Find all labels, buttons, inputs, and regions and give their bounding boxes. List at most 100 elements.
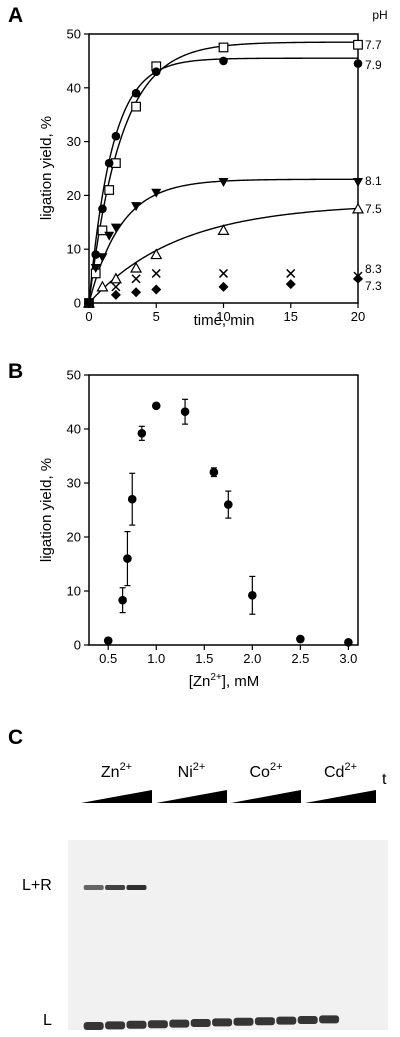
data-point-ph-7-7	[131, 101, 141, 112]
data-point-ph-7-5	[96, 280, 109, 292]
x-tick-label: 10	[216, 309, 230, 324]
substrate-band-lane-7	[212, 1018, 233, 1027]
ion-header-ni: Ni2+	[178, 761, 206, 781]
data-point-ph-7-3	[84, 298, 94, 308]
data-point-ph-8-3	[111, 282, 121, 292]
y-tick-label: 0	[74, 296, 81, 311]
x-tick-label: 1.0	[147, 651, 165, 666]
ion-symbol: Cd	[324, 764, 344, 781]
data-point	[127, 494, 137, 504]
substrate-band-lane-4	[147, 1020, 168, 1029]
product-band-lane-3	[126, 885, 147, 890]
y-tick-label: 10	[67, 584, 81, 599]
data-point-ph-8-3	[218, 268, 229, 278]
substrate-band-lane-12	[319, 1015, 340, 1024]
gel-substrate-label: L	[43, 1012, 52, 1029]
y-tick-label: 0	[74, 638, 81, 653]
panel-letter-b: B	[8, 360, 23, 383]
chart-b-x-axis-title: [Zn2+], mM	[189, 672, 260, 690]
time-wedge-ni	[156, 790, 227, 803]
data-point-ph-7-9	[91, 250, 101, 259]
chart-a-ph-labels: 7.7 7.9 8.1 7.5 8.3 7.3	[365, 38, 382, 293]
data-point-ph-7-9	[98, 204, 107, 214]
data-point-ph-8-3	[131, 274, 141, 284]
data-point-ph-7-5	[130, 261, 143, 273]
data-point-ph-8-1	[353, 177, 363, 187]
chart-b-x-ticks: 0.5 1.0 1.5 2.0 2.5 3.0	[99, 645, 357, 666]
data-point-ph-7-5	[351, 202, 365, 214]
data-point	[123, 554, 132, 563]
data-point-ph-7-3	[285, 279, 296, 290]
gel-time-label: t	[382, 771, 387, 788]
data-point-ph-7-3	[218, 281, 229, 292]
ion-header-zn: Zn2+	[101, 761, 132, 781]
data-point-ph-7-3	[110, 289, 121, 300]
gel-panel: Zn2+ Ni2+ Co2+ Cd2+ t L+R L	[22, 761, 388, 1030]
x-tick-label: 15	[284, 309, 298, 324]
data-point-ph-8-1	[218, 177, 229, 187]
chart-b-y-ticks: 0 10 20 30 40 50	[67, 368, 89, 653]
data-point-ph-7-9	[131, 88, 141, 98]
substrate-band-lane-5	[169, 1019, 190, 1028]
x-tick-label: 2.5	[291, 651, 309, 666]
data-point-ph-7-9	[104, 158, 114, 168]
data-point	[296, 634, 305, 644]
substrate-band-lane-1	[83, 1022, 104, 1030]
data-point-ph-7-9	[111, 131, 121, 141]
gel-ion-headers: Zn2+ Ni2+ Co2+ Cd2+	[101, 761, 357, 781]
data-point	[151, 401, 161, 411]
data-point-ph-8-1	[151, 188, 162, 198]
chart-a-fit-curves	[88, 41, 359, 304]
chart-b-points	[103, 398, 353, 647]
ion-symbol: Zn	[101, 764, 120, 781]
panel-letter-c: C	[8, 726, 23, 749]
chart-b-y-axis-title: ligation yield, %	[38, 458, 55, 562]
data-point-ph-8-3	[286, 268, 296, 278]
panel-letter-a: A	[8, 4, 23, 27]
data-point-ph-7-9	[219, 56, 228, 66]
y-tick-label: 20	[67, 530, 81, 545]
chart-b: 0 10 20 30 40 50 0.5 1.0 1.5 2.0 2.5 3.0 [Zn2+], m…	[38, 368, 359, 690]
chart-a-x-ticks: 0 5 10 15 20	[85, 303, 365, 324]
data-point-ph-8-1	[90, 264, 101, 274]
gel-bands	[83, 885, 340, 1030]
time-wedge-zn	[81, 790, 152, 803]
gel-product-label: L+R	[22, 877, 52, 894]
data-point-ph-7-7	[97, 225, 108, 236]
data-point-ph-7-3	[151, 284, 162, 295]
x-tick-label: 2.0	[243, 651, 261, 666]
data-point	[118, 595, 127, 605]
chart-b-x-axis-title-end: ], mM	[222, 673, 260, 690]
data-point-ph-7-7	[218, 42, 229, 53]
data-point	[224, 500, 233, 509]
gel-time-wedges	[81, 790, 376, 803]
data-point	[209, 467, 219, 477]
y-tick-label: 50	[67, 27, 81, 42]
chart-a-x-axis-title: time, min	[194, 312, 255, 329]
y-tick-label: 10	[67, 242, 81, 257]
data-point-ph-8-1	[110, 223, 121, 233]
y-tick-label: 40	[67, 80, 81, 95]
substrate-band-lane-9	[254, 1017, 275, 1026]
data-point	[344, 638, 353, 647]
ph-label-7-5: 7.5	[365, 202, 382, 216]
substrate-band-lane-10	[276, 1016, 297, 1025]
data-point-ph-7-5	[109, 272, 122, 284]
x-tick-label: 5	[153, 309, 160, 324]
substrate-band-lane-6	[190, 1019, 211, 1027]
chart-a-legend-title: pH	[372, 8, 387, 22]
y-tick-label: 20	[67, 188, 81, 203]
data-point-ph-8-3	[151, 268, 161, 278]
ion-charge: 2+	[344, 761, 357, 773]
ion-symbol: Ni	[178, 764, 193, 781]
data-point	[103, 636, 113, 645]
chart-b-x-axis-title-sup: 2+	[210, 672, 222, 683]
ph-label-7-9: 7.9	[365, 58, 382, 72]
data-point-ph-7-9	[151, 67, 161, 76]
data-point	[137, 429, 147, 438]
substrate-band-lane-3	[126, 1020, 147, 1029]
data-point-ph-7-9	[353, 59, 363, 68]
ion-charge: 2+	[193, 761, 206, 773]
